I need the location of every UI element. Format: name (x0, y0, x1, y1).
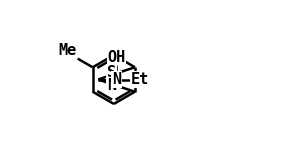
Text: N: N (107, 78, 116, 93)
Text: N: N (112, 72, 121, 87)
Text: Me: Me (59, 43, 77, 58)
Text: Et: Et (131, 72, 149, 87)
Text: S: S (107, 65, 116, 80)
Text: OH: OH (107, 49, 126, 65)
